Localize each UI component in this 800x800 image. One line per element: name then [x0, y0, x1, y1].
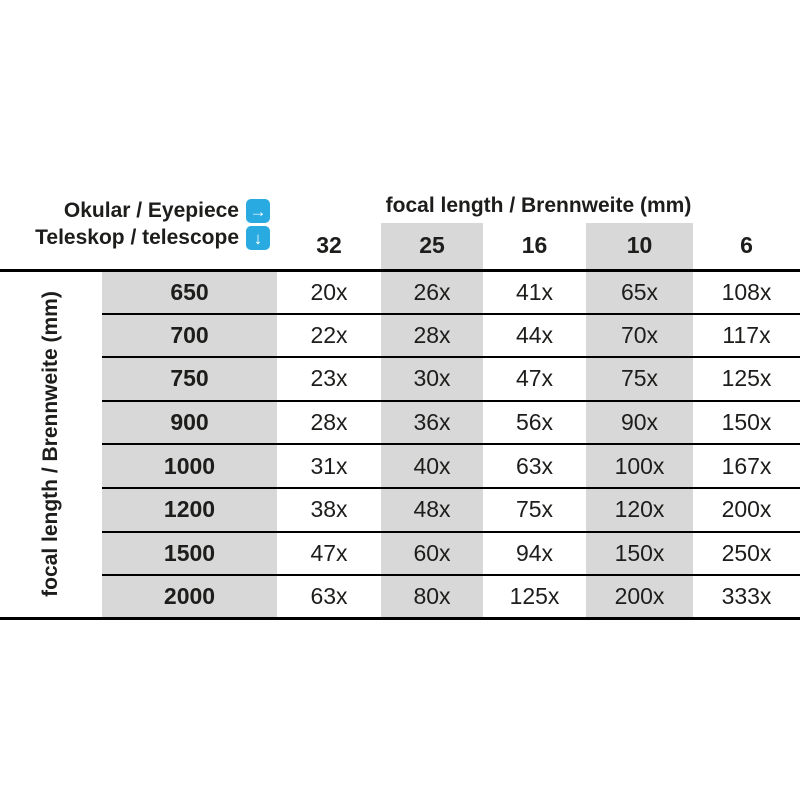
magnification-cell: 47x [483, 356, 586, 401]
magnification-cell: 250x [693, 530, 800, 576]
magnification-cell: 60x [381, 530, 483, 576]
magnification-cell: 117x [693, 312, 800, 358]
column-header-row: 32 25 16 10 6 [0, 223, 800, 272]
magnification-cell: 80x [381, 574, 483, 621]
corner-spacer [102, 223, 277, 272]
magnification-cell: 41x [515, 278, 554, 305]
column-header-32: 32 [277, 223, 381, 272]
column-header-6: 6 [693, 223, 800, 272]
magnification-cell: 120x [586, 486, 693, 532]
magnification-cell: 22x [277, 312, 381, 358]
magnification-cell: 200x [693, 486, 800, 532]
magnification-cell: 28x [277, 399, 381, 445]
magnification-cell: 150x [693, 399, 800, 445]
column-header-10: 10 [586, 223, 693, 272]
telescope-focal-length-axis-label: focal length / Brennweite (mm) [39, 291, 62, 598]
magnification-cell: 48x [381, 486, 483, 532]
column-header-16: 16 [483, 223, 586, 272]
magnification-cell: 75x [586, 356, 693, 401]
magnification-cell: 70x [586, 312, 693, 358]
magnification-cell: 65x [586, 270, 693, 314]
row-header-1200: 1200 [102, 486, 277, 532]
telescope-focal-length-axis: focal length / Brennweite (mm) [0, 270, 102, 621]
table-row: 2000 63x 80x 125x 200x 333x [0, 574, 800, 621]
magnification-cell: 31x [277, 443, 381, 488]
magnification-cell: 44x [483, 312, 586, 358]
row-header-900: 900 [102, 399, 277, 445]
magnification-cell: 63x [277, 574, 381, 621]
row-header-650: 650 [102, 270, 277, 314]
magnification-cell: 167x [693, 443, 800, 488]
magnification-cell: 40x [381, 443, 483, 488]
table-row: focal length / Brennweite (mm) 650 20x 2… [0, 270, 800, 621]
magnification-cell: 56x [483, 399, 586, 445]
row-header-2000: 2000 [102, 574, 277, 621]
row-header-1500: 1500 [102, 530, 277, 576]
table-row: 700 22x 28x 44x 70x 117x [0, 312, 800, 358]
magnification-cell: 150x [586, 530, 693, 576]
table-row: 1000 31x 40x 63x 100x 167x [0, 443, 800, 488]
magnification-cell: 108x [721, 278, 772, 305]
magnification-cell: 100x [586, 443, 693, 488]
magnification-cell: 26x [381, 270, 483, 314]
table-row: 750 23x 30x 47x 75x 125x [0, 356, 800, 401]
eyepiece-focal-length-title: focal length / Brennweite (mm) [385, 194, 692, 217]
magnification-cell: 75x [483, 486, 586, 532]
table-row: 900 28x 36x 56x 90x 150x [0, 399, 800, 445]
column-header-25: 25 [381, 223, 483, 272]
magnification-cell: 125x [483, 574, 586, 621]
magnification-cell: 63x [483, 443, 586, 488]
magnification-cell: 90x [586, 399, 693, 445]
row-header-700: 700 [102, 312, 277, 358]
magnification-cell: 30x [381, 356, 483, 401]
magnification-cell: 20x [310, 278, 348, 305]
magnification-cell: 36x [381, 399, 483, 445]
corner-spacer [0, 223, 102, 272]
magnification-cell: 125x [693, 356, 800, 401]
magnification-cell: 23x [277, 356, 381, 401]
row-header-1000: 1000 [102, 443, 277, 488]
magnification-cell: 28x [381, 312, 483, 358]
legend-row-eyepiece: Okular / Eyepiece → [0, 199, 270, 223]
magnification-cell: 94x [483, 530, 586, 576]
row-header-750: 750 [102, 356, 277, 401]
arrow-right-icon: → [246, 199, 270, 223]
magnification-cell: 47x [277, 530, 381, 576]
magnification-cell: 38x [277, 486, 381, 532]
table-row: 1500 47x 60x 94x 150x 250x [0, 530, 800, 576]
eyepiece-label: Okular / Eyepiece [63, 199, 239, 222]
magnification-cell: 333x [693, 574, 800, 621]
magnification-table: 32 25 16 10 6 focal length / Brennweite … [0, 223, 800, 621]
magnification-cell: 200x [586, 574, 693, 621]
table-row: 1200 38x 48x 75x 120x 200x [0, 486, 800, 532]
